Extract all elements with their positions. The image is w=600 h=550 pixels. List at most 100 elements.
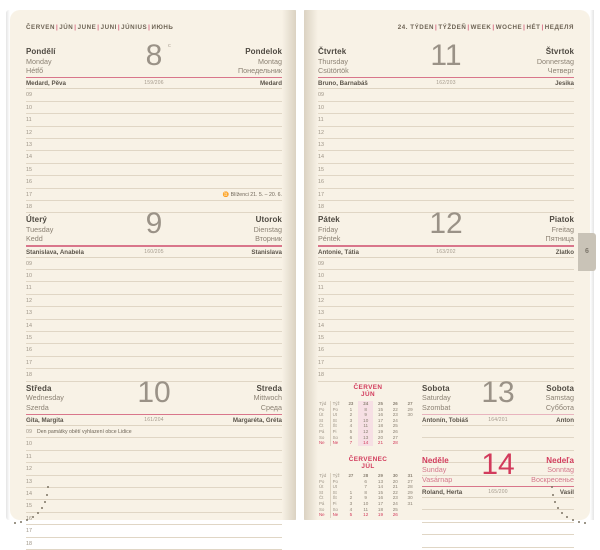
hour-row[interactable]: 18 <box>318 201 574 214</box>
mini-day-cell[interactable]: 4 <box>349 423 353 429</box>
mini-day-cell[interactable]: 12 <box>358 428 374 435</box>
mini-day-cell[interactable]: 21 <box>377 440 384 446</box>
note-line[interactable] <box>422 426 574 439</box>
hour-row[interactable]: 15 <box>26 164 282 177</box>
hour-row[interactable]: 14 <box>26 151 282 164</box>
mini-day-cell[interactable]: 25 <box>392 506 398 512</box>
hour-row[interactable]: 17 <box>318 189 574 201</box>
hour-row[interactable]: 13 <box>318 139 574 152</box>
mini-day-cell[interactable]: 14 <box>377 484 384 490</box>
mini-day-cell[interactable]: 27 <box>407 478 413 484</box>
note-line[interactable] <box>422 498 574 511</box>
mini-day-cell[interactable]: 1 <box>349 489 353 495</box>
mini-day-cell[interactable]: 22 <box>392 489 398 495</box>
mini-day-cell[interactable]: 5 <box>349 429 353 435</box>
hour-row[interactable]: 14 <box>318 151 574 164</box>
note-line[interactable] <box>422 535 574 548</box>
mini-day-cell[interactable]: 11 <box>363 506 369 512</box>
hour-row[interactable]: 16 <box>26 176 282 189</box>
hour-row[interactable]: 15 <box>318 164 574 177</box>
hour-row[interactable]: 11 <box>26 451 282 464</box>
mini-day-cell[interactable]: 8 <box>358 406 374 412</box>
mini-day-cell[interactable]: 3 <box>349 417 353 423</box>
mini-day-cell[interactable]: 10 <box>358 417 374 424</box>
mini-day-cell[interactable]: 13 <box>377 478 384 484</box>
mini-day-cell[interactable]: 29 <box>407 406 413 412</box>
hour-row[interactable]: 12 <box>318 127 574 139</box>
hour-row[interactable]: 11 <box>318 114 574 127</box>
hour-row[interactable]: 10 <box>26 102 282 115</box>
mini-day-cell[interactable]: 24 <box>392 417 398 423</box>
mini-day-cell[interactable]: 19 <box>377 429 384 435</box>
hour-row[interactable]: 18 <box>26 201 282 214</box>
note-line[interactable] <box>422 510 574 523</box>
hour-row[interactable]: 09 Den památky obětí vyhlazení obce Lidic… <box>26 426 282 439</box>
mini-day-cell[interactable]: 26 <box>392 429 398 435</box>
hour-row[interactable]: 14 <box>318 320 574 333</box>
hour-row[interactable]: 15 <box>318 332 574 345</box>
mini-day-cell[interactable]: 5 <box>349 512 353 518</box>
mini-day-cell[interactable]: 6 <box>349 434 353 440</box>
mini-day-cell[interactable]: 23 <box>392 412 398 418</box>
mini-day-cell[interactable]: 6 <box>364 478 367 484</box>
hour-row[interactable]: 09 <box>26 258 282 271</box>
mini-day-cell[interactable]: 7 <box>364 484 367 490</box>
hour-row[interactable]: 09 <box>318 89 574 102</box>
mini-day-cell[interactable]: 30 <box>407 412 413 418</box>
mini-day-cell[interactable]: 16 <box>377 495 384 501</box>
hour-row[interactable]: 18 <box>26 538 282 550</box>
mini-day-cell[interactable]: 20 <box>392 478 398 484</box>
hour-row[interactable]: 11 <box>26 282 282 295</box>
hour-row[interactable]: 16 <box>26 513 282 526</box>
hour-row[interactable]: 18 <box>26 369 282 382</box>
mini-day-cell[interactable]: 31 <box>407 501 413 507</box>
mini-day-cell[interactable]: 29 <box>407 489 413 495</box>
mini-day-cell[interactable]: 28 <box>407 484 413 490</box>
mini-day-cell[interactable]: 17 <box>377 417 384 423</box>
hour-row[interactable]: 10 <box>318 102 574 115</box>
note-line[interactable] <box>422 463 574 476</box>
mini-day-cell[interactable]: 2 <box>349 412 353 418</box>
mini-day-cell[interactable]: 21 <box>392 484 398 490</box>
mini-day-cell[interactable]: 13 <box>358 434 374 440</box>
hour-row[interactable]: 09 <box>318 258 574 271</box>
hour-row[interactable]: 15 <box>26 332 282 345</box>
mini-day-cell[interactable]: 28 <box>392 440 398 446</box>
mini-day-cell[interactable] <box>403 512 418 518</box>
hour-row[interactable]: 12 <box>26 463 282 476</box>
mini-day-cell[interactable]: 26 <box>392 512 398 518</box>
mini-day-cell[interactable]: 11 <box>358 423 374 429</box>
hour-row[interactable]: 17 <box>26 525 282 538</box>
mini-day-cell[interactable]: 22 <box>392 406 398 412</box>
hour-row[interactable]: 16 <box>318 176 574 189</box>
mini-day-cell[interactable]: 25 <box>392 423 398 429</box>
hour-row[interactable]: 14 <box>26 320 282 333</box>
mini-day-cell[interactable]: 14 <box>358 439 374 446</box>
hour-row[interactable]: 13 <box>318 307 574 320</box>
hour-row[interactable]: 10 <box>26 438 282 451</box>
hour-row[interactable]: 17 <box>26 357 282 370</box>
mini-day-cell[interactable]: 23 <box>392 495 398 501</box>
month-tab[interactable]: 6 <box>578 233 596 271</box>
hour-row[interactable]: 13 <box>26 476 282 488</box>
mini-day-cell[interactable]: 18 <box>377 506 384 512</box>
mini-day-cell[interactable]: 18 <box>377 423 384 429</box>
mini-day-cell[interactable]: 4 <box>349 506 353 512</box>
note-line[interactable] <box>422 523 574 536</box>
mini-day-cell[interactable]: 3 <box>349 501 353 507</box>
hour-row[interactable]: 11 <box>318 282 574 295</box>
note-line[interactable] <box>422 438 574 451</box>
hour-row[interactable]: 13 <box>26 307 282 320</box>
mini-day-cell[interactable]: 1 <box>349 406 353 412</box>
mini-day-cell[interactable]: 8 <box>364 489 367 495</box>
hour-row[interactable]: 12 <box>26 127 282 139</box>
mini-day-cell[interactable]: 9 <box>364 495 367 501</box>
mini-day-cell[interactable]: 30 <box>407 495 413 501</box>
mini-day-cell[interactable]: 15 <box>377 406 384 412</box>
mini-day-cell[interactable]: 24 <box>392 501 398 507</box>
hour-row[interactable]: 17 <box>318 357 574 370</box>
hour-row[interactable]: 17 ♊ Blíženci 21. 5. – 20. 6. <box>26 189 282 201</box>
hour-row[interactable]: 10 <box>26 270 282 283</box>
hour-row[interactable]: 16 <box>26 344 282 357</box>
hour-row[interactable]: 18 <box>318 369 574 382</box>
